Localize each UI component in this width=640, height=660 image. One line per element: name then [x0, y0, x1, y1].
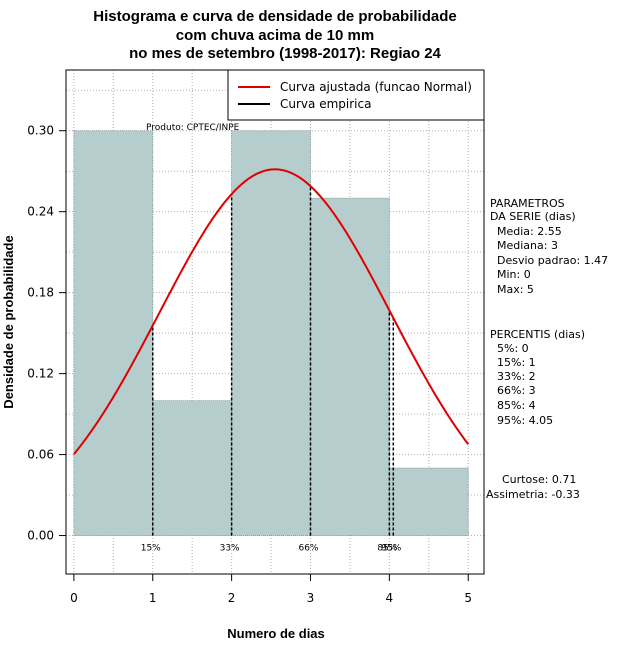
histogram-bar: [231, 130, 311, 536]
histogram-bar: [152, 400, 233, 536]
y-tick-label: 0.12: [27, 367, 54, 381]
histogram-bars: [73, 130, 469, 536]
normal-curve: [73, 168, 470, 455]
chart-title-line-1: Histograma e curva de densidade de proba…: [93, 8, 456, 25]
percentile-line: 85%: 4: [490, 399, 536, 412]
parameters-panel: PARAMETROS DA SERIE (dias) Media: 2.55 M…: [490, 197, 608, 296]
legend: Curva ajustada (funcao Normal) Curva emp…: [227, 69, 485, 121]
histogram-bar: [310, 197, 390, 536]
param-line: Min: 0: [490, 268, 531, 281]
percentile-line: PERCENTIS (dias): [490, 328, 585, 341]
param-line: Mediana: 3: [490, 239, 558, 252]
percentile-line: 33%: 2: [490, 370, 536, 383]
producer-note: Produto: CPTEC/INPE: [146, 123, 240, 133]
param-line: PARAMETROS: [490, 197, 565, 210]
percentile-label: 95%: [381, 544, 401, 554]
percentile-label: 85%: [377, 544, 397, 554]
histogram-bar: [388, 467, 469, 536]
y-tick-label: 0.06: [27, 448, 54, 462]
percentile-label: 33%: [220, 544, 240, 554]
legend-label-normal: Curva ajustada (funcao Normal): [280, 80, 472, 94]
y-tick-label: 0.24: [27, 205, 54, 219]
y-tick-label: 0.18: [27, 286, 54, 300]
legend-box: [227, 69, 485, 121]
normal-curve-layer: [73, 168, 470, 455]
param-line: Desvio padrao: 1.47: [490, 254, 608, 267]
x-axis-label: Numero de dias: [227, 626, 325, 641]
percentile-label: 15%: [141, 544, 161, 554]
x-tick-label: 2: [228, 591, 236, 605]
percentiles-panel: PERCENTIS (dias) 5%: 0 15%: 1 33%: 2 66%…: [490, 328, 585, 427]
skewness-value: Assimetria: -0.33: [486, 488, 580, 501]
x-tick-label: 3: [307, 591, 315, 605]
shape-stats: Curtose: 0.71 Assimetria: -0.33: [486, 473, 580, 501]
x-tick-label: 5: [464, 591, 472, 605]
y-axis-label: Densidade de probabilidade: [1, 235, 16, 408]
y-axis: 0.00 0.06 0.12 0.18 0.24 0.30: [27, 124, 66, 543]
y-tick-label: 0.00: [27, 529, 54, 543]
param-line: Media: 2.55: [490, 225, 562, 238]
x-axis: 0 1 2 3 4 5: [70, 573, 472, 605]
percentile-line: 15%: 1: [490, 356, 536, 369]
percentile-label: 66%: [298, 544, 318, 554]
kurtosis-value: Curtose: 0.71: [502, 473, 576, 486]
legend-label-empirical: Curva empirica: [280, 97, 371, 111]
param-line: Max: 5: [490, 283, 534, 296]
y-tick-label: 0.30: [27, 124, 54, 138]
percentile-lines: 15% 33% 66% 85%95%: [141, 186, 402, 554]
percentile-line: 5%: 0: [490, 342, 529, 355]
chart-title-line-3: no mes de setembro (1998-2017): Regiao 2…: [129, 45, 441, 62]
x-tick-label: 1: [149, 591, 157, 605]
x-tick-label: 4: [386, 591, 394, 605]
percentile-line: 95%: 4.05: [490, 414, 553, 427]
x-tick-label: 0: [70, 591, 78, 605]
percentile-line: 66%: 3: [490, 384, 536, 397]
histogram-bar: [73, 130, 154, 536]
param-line: DA SERIE (dias): [490, 210, 576, 223]
chart-title-line-2: com chuva acima de 10 mm: [176, 27, 374, 44]
